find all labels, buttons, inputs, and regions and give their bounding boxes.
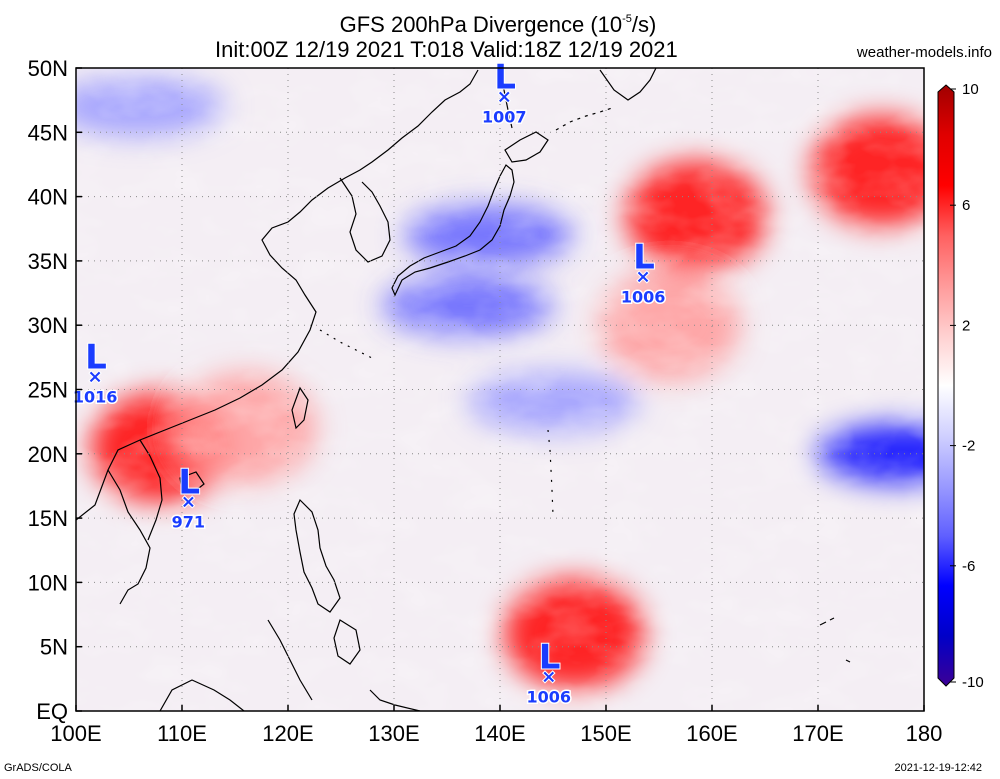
y-tick-label: 10N [28, 570, 68, 595]
low-pressure-label: 971 [172, 512, 205, 531]
divergence-field [76, 68, 924, 711]
y-tick-label: EQ [36, 699, 68, 724]
low-center-icon: × [497, 86, 512, 107]
source-credit: GrADS/COLA [4, 762, 72, 774]
low-center-icon: × [181, 491, 196, 512]
y-tick-label: 50N [28, 56, 68, 81]
low-pressure-label: 1007 [482, 107, 527, 126]
low-marker: L×1007 [480, 56, 528, 128]
x-tick-label: 120E [262, 721, 313, 746]
colorbar-label: 2 [962, 317, 970, 334]
low-pressure-label: 1006 [526, 687, 571, 706]
chart-title: GFS 200hPa Divergence (10-5/s) [0, 6, 1000, 38]
coastlines [76, 68, 851, 711]
low-symbol: L [178, 462, 200, 502]
y-tick-label: 5N [40, 635, 68, 660]
title-prefix: GFS 200hPa Divergence (10 [339, 12, 623, 37]
x-tick-label: 160E [686, 721, 737, 746]
y-tick-label: 25N [28, 378, 68, 403]
chart-subtitle: Init:00Z 12/19 2021 T:018 Valid:18Z 12/1… [215, 37, 678, 62]
low-marker: L×1006 [525, 636, 573, 708]
colorbar-label: 10 [962, 81, 979, 98]
y-tick-label: 40N [28, 185, 68, 210]
low-pressure-label: 1006 [621, 287, 666, 306]
title-exponent: -5 [622, 13, 632, 25]
low-pressure-label: 1016 [73, 388, 118, 407]
low-symbol: L [539, 637, 561, 677]
low-center-icon: × [88, 367, 103, 388]
title-suffix: /s) [631, 12, 657, 37]
low-center-icon: × [636, 266, 651, 287]
x-tick-label: 100E [50, 721, 101, 746]
low-symbol: L [633, 237, 655, 277]
x-axis: 100E 110E 120E 130E 140E 150E 160E 170E 180 [50, 705, 942, 746]
y-tick-label: 20N [28, 442, 68, 467]
x-tick-label: 140E [474, 721, 525, 746]
colorbar-body [937, 84, 955, 687]
y-tick-label: 45N [28, 120, 68, 145]
x-tick-label: 170E [792, 721, 843, 746]
y-tick-label: 30N [28, 313, 68, 338]
y-tick-label: 35N [28, 249, 68, 274]
low-center-icon: × [541, 666, 556, 687]
site-credit: weather-models.info [856, 44, 992, 61]
colorbar-label: -2 [962, 438, 975, 455]
colorbar-label: 6 [962, 197, 970, 214]
colorbar-label: -6 [962, 558, 975, 575]
render-timestamp: 2021-12-19-12:42 [894, 762, 982, 774]
x-tick-label: 130E [368, 721, 419, 746]
y-tick-label: 15N [28, 506, 68, 531]
colorbar: 10 6 2 -2 -6 -10 [937, 81, 984, 691]
x-tick-label: 150E [580, 721, 631, 746]
low-marker: L×971 [170, 461, 206, 533]
low-symbol: L [85, 338, 107, 378]
x-tick-label: 180 [906, 721, 943, 746]
colorbar-label: -10 [962, 674, 984, 691]
low-marker: L×1006 [619, 236, 667, 308]
y-axis: EQ 5N 10N 15N 20N 25N 30N 35N 40N 45N 50N [28, 56, 82, 724]
x-tick-label: 110E [157, 721, 207, 746]
low-marker: L×1016 [71, 337, 119, 409]
